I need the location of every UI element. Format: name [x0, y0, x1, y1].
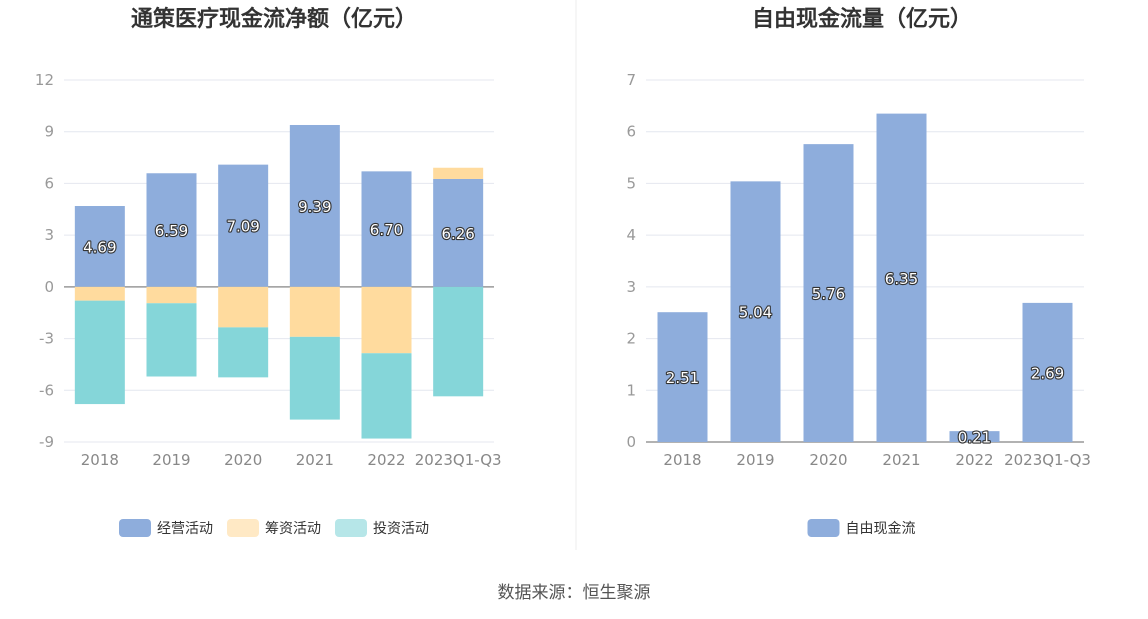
bar-2 — [218, 286, 269, 328]
chart-title: 通策医疗现金流净额（亿元） — [131, 6, 417, 32]
legend-item[interactable]: 经营活动 — [119, 519, 213, 537]
bar — [657, 312, 708, 442]
x-tick-label: 2019 — [736, 451, 774, 469]
data-label: 4.69 — [83, 238, 116, 256]
y-tick-label: 6 — [44, 174, 54, 192]
bar-2 — [433, 167, 484, 179]
x-tick-label: 2023Q1-Q3 — [1004, 451, 1091, 469]
legend-item[interactable]: 自由现金流 — [807, 519, 916, 537]
legend-swatch — [227, 519, 259, 537]
bar-1 — [218, 164, 269, 287]
bar — [949, 431, 1000, 442]
data-label: 6.70 — [370, 221, 403, 239]
bar-3 — [218, 327, 269, 378]
y-tick-label: -6 — [39, 381, 54, 399]
source-note: 数据来源：恒生聚源 — [498, 583, 651, 603]
chart-panel-1: 通策医疗现金流净额（亿元） 12 9 6 3 0 -3 -6 -9 2018 2019 2020 202… — [35, 6, 502, 537]
data-label: 2.69 — [1031, 364, 1064, 382]
data-label: 6.35 — [885, 270, 918, 288]
bar-3 — [289, 336, 340, 420]
bar — [730, 181, 781, 443]
x-tick-label: 2018 — [81, 451, 119, 469]
x-tick-label: 2022 — [367, 451, 405, 469]
legend-label: 经营活动 — [157, 521, 213, 537]
bar-3 — [433, 286, 484, 397]
legend-label: 投资活动 — [373, 521, 429, 537]
x-tick-label: 2020 — [809, 451, 847, 469]
x-tick-label: 2021 — [882, 451, 920, 469]
y-tick-label: 4 — [626, 226, 636, 244]
y-tick-label: 2 — [626, 330, 636, 348]
y-tick-label: 1 — [626, 381, 636, 399]
bar-3 — [361, 353, 412, 439]
legend-label: 自由现金流 — [846, 521, 916, 537]
data-label: 6.26 — [441, 225, 474, 243]
data-label: 7.09 — [226, 218, 259, 236]
y-tick-label: 0 — [44, 278, 54, 296]
bar-2 — [361, 286, 412, 354]
bar-3 — [74, 300, 125, 405]
x-tick-label: 2022 — [955, 451, 993, 469]
bar-1 — [146, 173, 197, 287]
legend-swatch — [119, 519, 151, 537]
bar-1 — [433, 178, 484, 287]
bar — [803, 144, 854, 442]
legend-swatch — [807, 519, 840, 537]
x-tick-label: 2018 — [663, 451, 701, 469]
y-tick-label: 9 — [44, 123, 54, 141]
data-label: 5.04 — [739, 304, 772, 322]
bar-1 — [361, 171, 412, 287]
y-tick-label: 0 — [626, 433, 636, 451]
data-label: 2.51 — [666, 369, 699, 387]
data-label: 5.76 — [812, 285, 845, 303]
data-label: 0.21 — [958, 429, 991, 447]
data-label: 6.59 — [155, 222, 188, 240]
bar-1 — [289, 124, 340, 287]
data-label: 9.39 — [298, 198, 331, 216]
x-tick-label: 2020 — [224, 451, 262, 469]
y-tick-label: 6 — [626, 123, 636, 141]
bar — [876, 113, 927, 442]
y-tick-label: 7 — [626, 71, 636, 89]
y-tick-label: 3 — [44, 226, 54, 244]
chart-panel-2: 自由现金流量（亿元） 7 6 5 4 3 2 1 0 2018 2019 2020 2021 2022 20… — [626, 6, 1091, 537]
chart-title: 自由现金流量（亿元） — [752, 6, 972, 32]
x-tick-label: 2019 — [152, 451, 190, 469]
y-tick-label: -9 — [39, 433, 54, 451]
legend-item[interactable]: 投资活动 — [335, 519, 429, 537]
y-tick-label: 5 — [626, 174, 636, 192]
bar-2 — [146, 286, 197, 304]
bar-1 — [74, 206, 125, 287]
legend-label: 筹资活动 — [265, 520, 321, 537]
bar-2 — [289, 286, 340, 337]
y-tick-label: -3 — [39, 330, 54, 348]
x-tick-label: 2021 — [296, 451, 334, 469]
bar — [1022, 302, 1073, 442]
legend-swatch — [335, 519, 367, 537]
x-tick-label: 2023Q1-Q3 — [415, 451, 502, 469]
y-tick-label: 12 — [35, 71, 54, 89]
bar-3 — [146, 303, 197, 377]
legend-item[interactable]: 筹资活动 — [227, 519, 321, 537]
y-tick-label: 3 — [626, 278, 636, 296]
bar-2 — [74, 286, 125, 301]
